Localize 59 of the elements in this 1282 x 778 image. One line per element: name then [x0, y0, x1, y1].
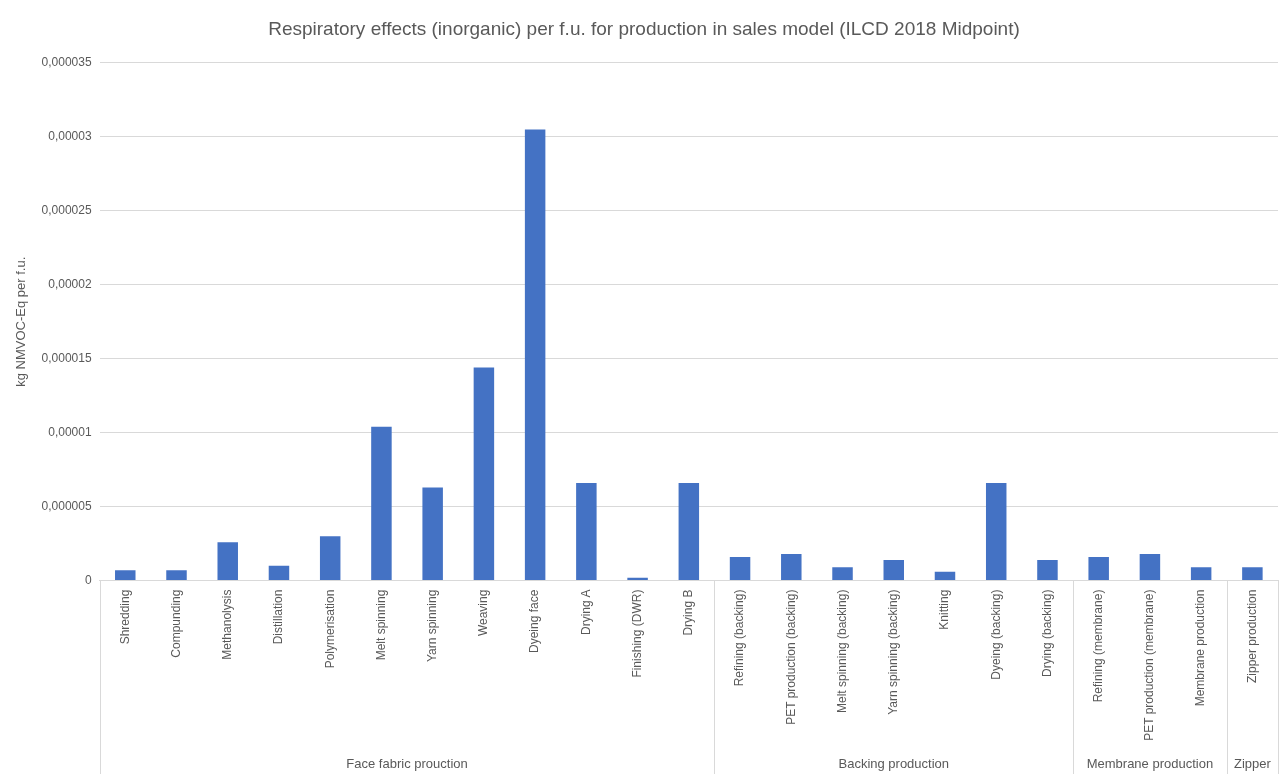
bar — [883, 559, 904, 581]
bar — [832, 567, 853, 581]
x-tick-label: Dyeing (backing) — [988, 589, 1003, 680]
bar — [1088, 556, 1109, 581]
x-tick-label: Membrane production — [1193, 589, 1208, 707]
x-tick-label: Polymerisation — [322, 589, 337, 669]
x-tick-label: Drying (backing) — [1039, 589, 1054, 677]
y-tick-label: 0,000035 — [41, 55, 92, 70]
y-tick-label: 0,00002 — [48, 277, 92, 292]
y-tick-label: 0,000015 — [41, 351, 92, 365]
x-tick-label: Melt spinning (backing) — [834, 589, 849, 714]
bar — [985, 482, 1007, 581]
bar — [1190, 567, 1212, 581]
y-tick-label: 0,000005 — [41, 498, 92, 513]
bar — [473, 367, 495, 581]
bar — [1139, 553, 1161, 581]
text: Backing production — [838, 755, 950, 771]
x-tick-label: Drying B — [681, 589, 696, 636]
x-tick-label: PET production (backing) — [783, 589, 798, 725]
x-tick-label: Shredding — [117, 589, 132, 645]
x-tick-label: Melt spinning — [373, 589, 388, 661]
y-tick-label: 0,00001 — [48, 424, 92, 439]
bar — [166, 570, 187, 581]
y-tick-label: 0,000025 — [41, 203, 92, 218]
x-tick-label: Finishing (DWR) — [629, 589, 644, 678]
bar — [934, 571, 956, 581]
bar — [524, 129, 546, 581]
text: Zipper — [1233, 755, 1272, 771]
chart-title: Respiratory effects (inorganic) per f.u. for production in sales model (ILCD 2018 Midpoint) — [268, 17, 1020, 39]
x-tick-label: Compunding — [168, 589, 183, 658]
y-axis-title: kg NMVOC-Eq per f.u. — [13, 256, 29, 387]
x-tick-label: Refining (membrane) — [1091, 589, 1105, 703]
y-tick-label: 0,00003 — [48, 129, 92, 144]
x-tick-label: Dyeing face — [527, 589, 542, 653]
x-tick-label: Refining (backing) — [732, 589, 747, 687]
x-tick-label: Methanolysis — [220, 589, 235, 660]
bar — [319, 536, 341, 581]
bar — [422, 487, 443, 581]
x-tick-label: Yarn spinning — [424, 589, 439, 663]
x-tick-label: Drying A — [578, 589, 593, 635]
y-tick-label: 0 — [84, 572, 92, 587]
bar — [217, 542, 238, 581]
bar — [268, 565, 290, 581]
bar — [576, 482, 597, 581]
x-tick-label: Knitting — [937, 589, 952, 630]
x-tick-label: PET production (membrane) — [1142, 589, 1157, 741]
text: Face fabric prouction — [346, 755, 468, 771]
bar — [781, 553, 802, 581]
x-tick-label: Zipper production — [1244, 589, 1259, 683]
bar — [1242, 567, 1263, 581]
bar — [115, 570, 136, 581]
text: Membrane production — [1086, 755, 1214, 771]
bar — [1037, 559, 1058, 581]
bar — [371, 426, 392, 581]
bar — [729, 556, 751, 581]
x-tick-label: Distillation — [271, 589, 286, 645]
x-tick-label: Weaving — [476, 589, 491, 637]
x-tick-label: Yarn spinning (backing) — [886, 589, 901, 715]
bar — [678, 482, 700, 581]
